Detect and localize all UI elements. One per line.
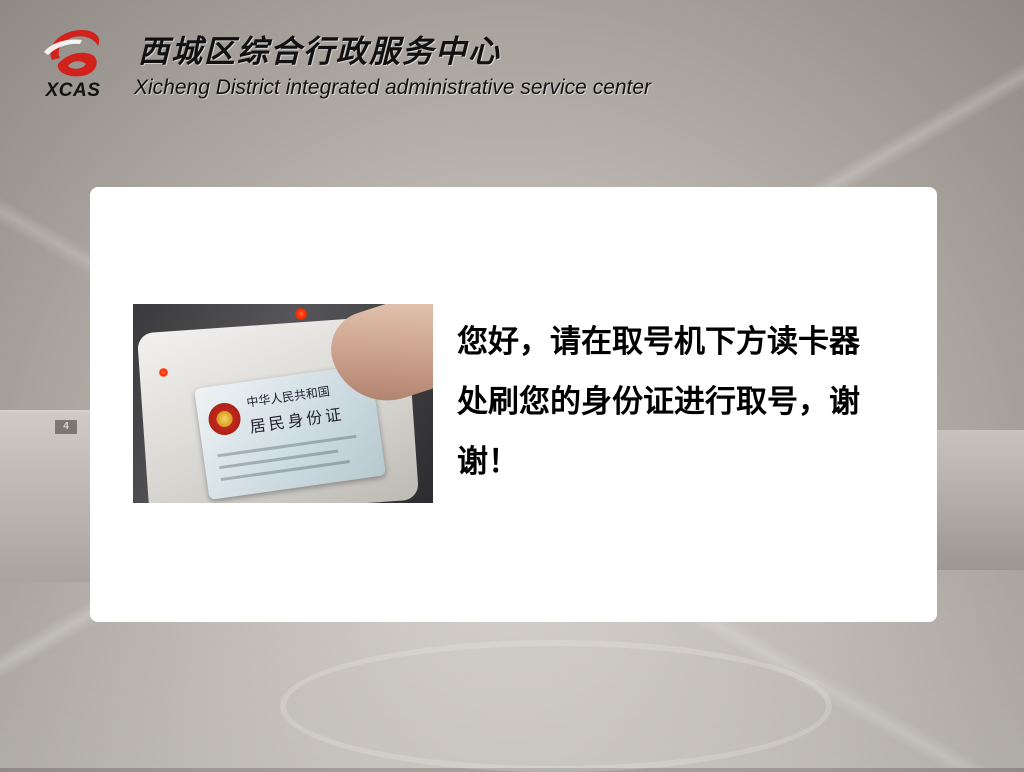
logo-text: XCAS	[45, 80, 101, 101]
reader-led-small	[159, 368, 168, 377]
background-floor-ring	[280, 640, 832, 772]
instruction-card: 中华人民共和国 居民身份证 您好，请在取号机下方读卡器处刷您的身份证进行取号，谢…	[90, 187, 937, 622]
title-chinese: 西城区综合行政服务中心	[138, 34, 501, 70]
background-left-structure: 4	[0, 410, 90, 582]
national-emblem-icon	[206, 400, 243, 438]
header: XCAS 西城区综合行政服务中心 Xicheng District integr…	[30, 18, 730, 108]
id-card-detail-line	[217, 434, 357, 458]
xcas-logo-icon	[44, 30, 100, 77]
title-english: Xicheng District integrated administrati…	[134, 76, 652, 99]
reader-led-light	[295, 308, 307, 320]
xcas-logo: XCAS	[38, 22, 108, 101]
background-sign: 4	[55, 420, 77, 434]
instruction-message: 您好，请在取号机下方读卡器处刷您的身份证进行取号，谢谢！	[457, 324, 860, 480]
id-card-reader-photo: 中华人民共和国 居民身份证	[133, 304, 433, 503]
background-right-structure	[934, 430, 1024, 570]
